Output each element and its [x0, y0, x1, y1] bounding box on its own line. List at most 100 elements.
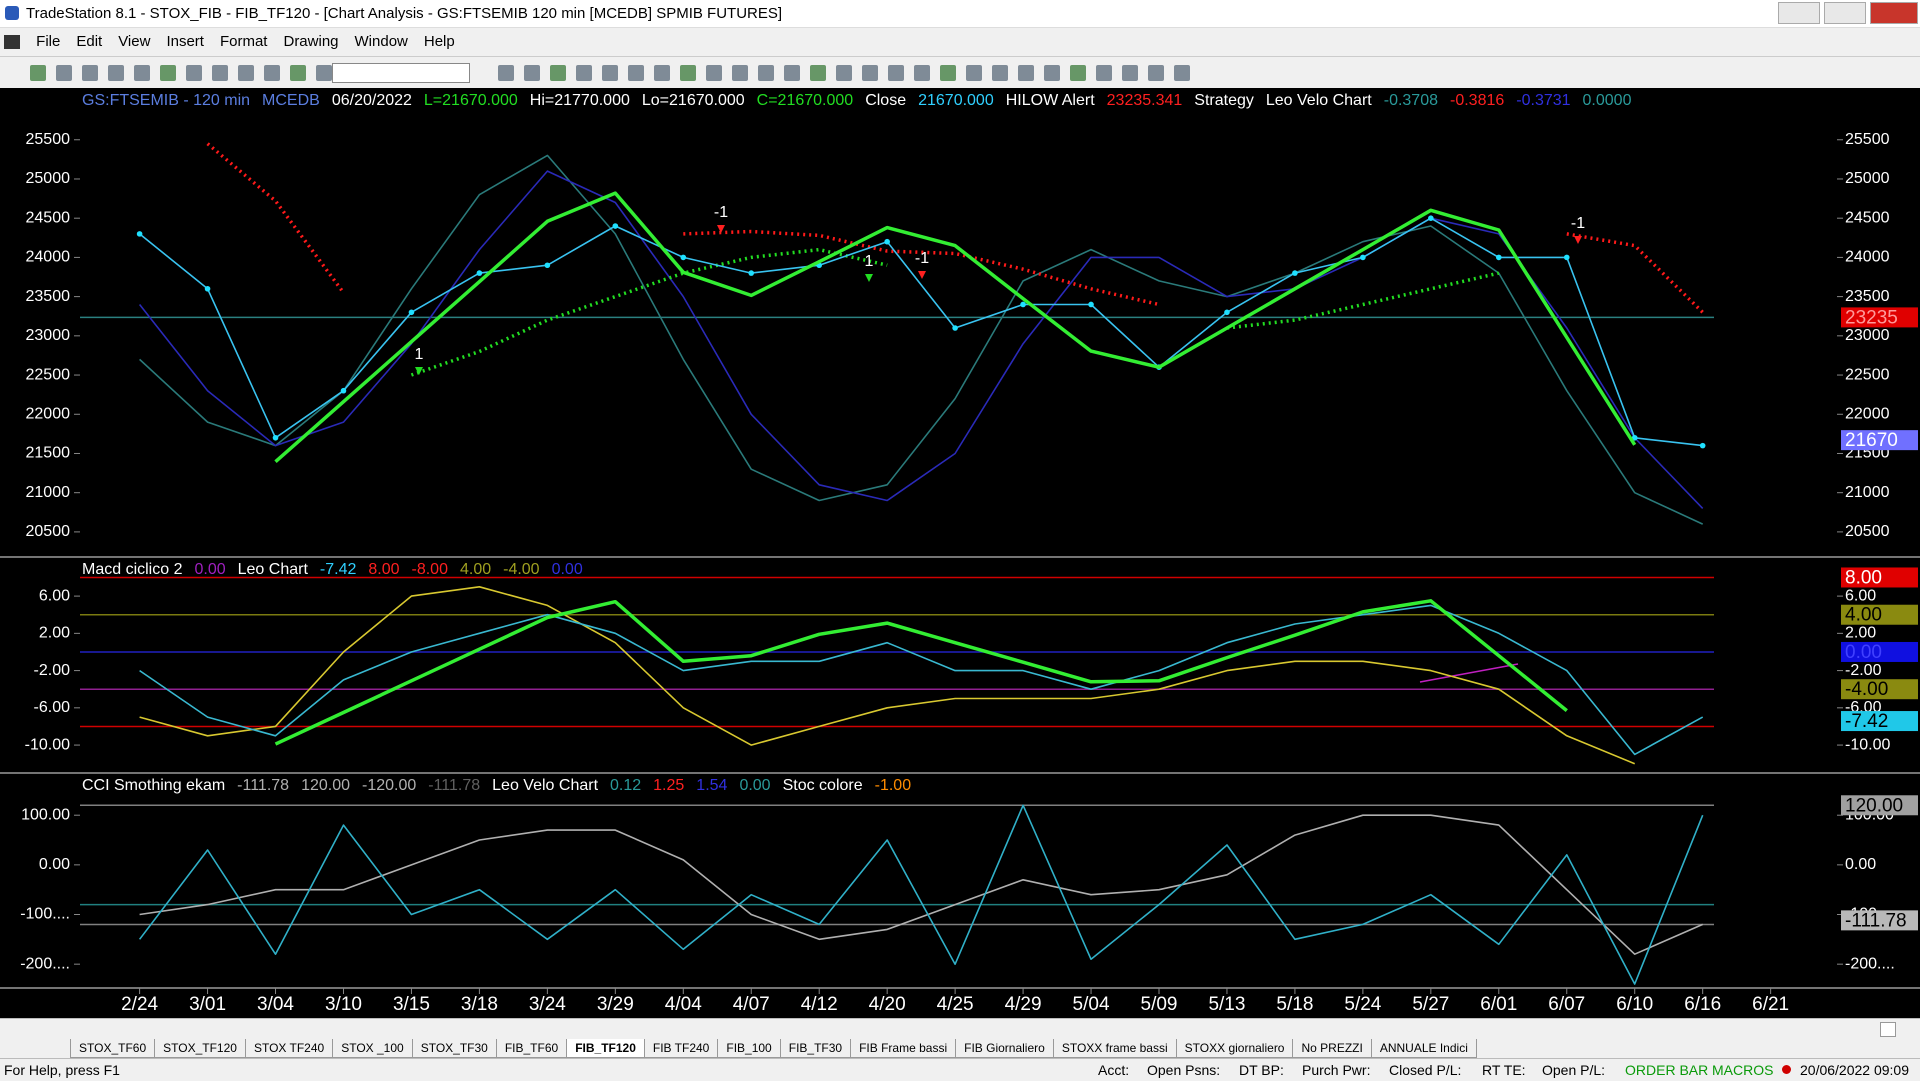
price-marker-label: 120.00: [1845, 795, 1903, 816]
toolbar-icon[interactable]: [862, 65, 878, 81]
toolbar-icon[interactable]: [654, 65, 670, 81]
legend-item: 120.00: [301, 777, 350, 794]
toolbar-icon[interactable]: [238, 65, 254, 81]
toolbar-icon[interactable]: [992, 65, 1008, 81]
y-tick-label: -2.00: [1845, 662, 1882, 679]
toolbar-icon[interactable]: [1174, 65, 1190, 81]
sheet-tab[interactable]: FIB_TF120: [566, 1039, 645, 1058]
toolbar-icon[interactable]: [758, 65, 774, 81]
sheet-tab[interactable]: FIB TF240: [643, 1039, 719, 1058]
toolbar-icon[interactable]: [1044, 65, 1060, 81]
toolbar-icon[interactable]: [134, 65, 150, 81]
toolbar-icon[interactable]: [628, 65, 644, 81]
symbol-combobox[interactable]: [332, 63, 470, 83]
price-dot: [408, 309, 415, 316]
macros[interactable]: MACROS: [1712, 1062, 1774, 1078]
horizontal-scrollbar[interactable]: [0, 1018, 1920, 1039]
sheet-tab[interactable]: STOX_TF120: [154, 1039, 246, 1058]
sheet-tab[interactable]: FIB_TF30: [779, 1039, 852, 1058]
menu-item[interactable]: Edit: [76, 33, 103, 50]
toolbar-icon[interactable]: [914, 65, 930, 81]
toolbar-icon[interactable]: [680, 65, 696, 81]
maximize-button[interactable]: [1824, 2, 1866, 24]
price-marker-label: 0.00: [1845, 642, 1882, 663]
legend-item: 21670.000: [918, 92, 994, 109]
legend-item: Close: [865, 92, 906, 109]
toolbar-icon[interactable]: [940, 65, 956, 81]
series-line: [410, 247, 1500, 377]
sheet-tab[interactable]: FIB_TF60: [495, 1039, 568, 1058]
sheet-tab[interactable]: FIB Giornaliero: [955, 1039, 1054, 1058]
toolbar-icon[interactable]: [576, 65, 592, 81]
y-tick-label: 24000: [26, 249, 71, 266]
menu-item[interactable]: Help: [423, 33, 455, 50]
toolbar-icon[interactable]: [30, 65, 46, 81]
sheet-tab[interactable]: STOX_TF30: [411, 1039, 497, 1058]
toolbar-icon[interactable]: [316, 65, 332, 81]
sheet-tab[interactable]: ANNUALE Indici: [1370, 1039, 1477, 1058]
menu-item[interactable]: Window: [354, 33, 408, 50]
x-tick-label: 3/18: [461, 994, 498, 1015]
x-tick-label: 2/24: [121, 994, 158, 1015]
minimize-button[interactable]: [1778, 2, 1820, 24]
menu-item[interactable]: Drawing: [283, 33, 339, 50]
menu-item[interactable]: Insert: [166, 33, 204, 50]
sheet-tab[interactable]: FIB Frame bassi: [850, 1039, 957, 1058]
toolbar-icon[interactable]: [836, 65, 852, 81]
toolbar-icon[interactable]: [160, 65, 176, 81]
price-dot: [544, 262, 551, 269]
series-line: [139, 154, 1704, 525]
x-tick-label: 6/21: [1752, 994, 1789, 1015]
x-tick-label: 5/09: [1141, 994, 1178, 1015]
menu-item[interactable]: View: [118, 33, 151, 50]
sheet-tab[interactable]: FIB_100: [717, 1039, 781, 1058]
toolbar-icon[interactable]: [888, 65, 904, 81]
toolbar-icon[interactable]: [1018, 65, 1034, 81]
toolbar-icon[interactable]: [810, 65, 826, 81]
panel: [80, 804, 1714, 985]
status-field: Closed P/L:: [1389, 1062, 1462, 1078]
signal-arrow: [1574, 236, 1582, 244]
order-bar[interactable]: ORDER BAR: [1625, 1062, 1709, 1078]
toolbar-icon[interactable]: [212, 65, 228, 81]
legend-item: Macd ciclico 2: [82, 561, 183, 578]
toolbar-icon[interactable]: [784, 65, 800, 81]
sheet-tab[interactable]: No PREZZI: [1292, 1039, 1372, 1058]
toolbar-icon[interactable]: [706, 65, 722, 81]
toolbar-icon[interactable]: [82, 65, 98, 81]
menu-item[interactable]: Format: [219, 33, 268, 50]
sheet-tab[interactable]: STOX TF240: [244, 1039, 334, 1058]
toolbar-icon[interactable]: [1070, 65, 1086, 81]
toolbar-icon[interactable]: [108, 65, 124, 81]
sheet-tab[interactable]: STOXX frame bassi: [1052, 1039, 1177, 1058]
tab-bar: STOX_TF60 STOX_TF120 STOX TF240 STOX _100 ST…: [0, 1038, 1920, 1058]
menu-item[interactable]: File: [36, 33, 61, 50]
toolbar-icon[interactable]: [1122, 65, 1138, 81]
sheet-tab[interactable]: STOX _100: [332, 1039, 413, 1058]
scroll-thumb[interactable]: [1880, 1022, 1896, 1037]
price-dot: [884, 238, 890, 245]
toolbar-icon[interactable]: [1148, 65, 1164, 81]
y-tick-label: 25500: [26, 131, 71, 148]
toolbar-icon[interactable]: [290, 65, 306, 81]
toolbar-icon[interactable]: [264, 65, 280, 81]
sheet-tab[interactable]: STOXX giornaliero: [1175, 1039, 1294, 1058]
y-tick-label: 22000: [1845, 405, 1890, 422]
toolbar-icon[interactable]: [186, 65, 202, 81]
toolbar-icon[interactable]: [524, 65, 540, 81]
toolbar-icon[interactable]: [550, 65, 566, 81]
toolbar-icon[interactable]: [602, 65, 618, 81]
legend-item: -0.3816: [1450, 92, 1504, 109]
y-tick-label: 21000: [1845, 484, 1890, 501]
toolbar-icon[interactable]: [1096, 65, 1112, 81]
toolbar-icon[interactable]: [56, 65, 72, 81]
toolbar-icon[interactable]: [966, 65, 982, 81]
close-button[interactable]: [1870, 2, 1918, 24]
legend-item: L=21670.000: [424, 92, 518, 109]
x-tick-label: 4/07: [733, 994, 770, 1015]
toolbar-icon[interactable]: [498, 65, 514, 81]
sheet-tab[interactable]: STOX_TF60: [70, 1039, 156, 1058]
toolbar-icon[interactable]: [732, 65, 748, 81]
y-tick-label: 25000: [1845, 170, 1890, 187]
